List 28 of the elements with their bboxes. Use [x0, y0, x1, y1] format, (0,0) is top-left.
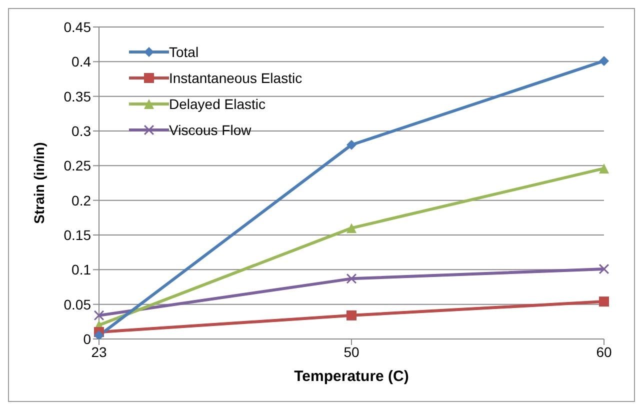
y-tick-label: 0.05	[64, 296, 92, 312]
point	[346, 274, 356, 284]
point	[346, 223, 356, 234]
y-tick-label: 0.1	[72, 262, 92, 278]
x-tick-label: 60	[596, 344, 612, 360]
legend-label: Viscous Flow	[169, 122, 252, 138]
x-tick-label: 23	[91, 344, 107, 360]
y-axis-title: Strain (in/in)	[30, 142, 47, 224]
legend-label: Instantaneous Elastic	[169, 70, 302, 86]
y-tick-label: 0.4	[72, 54, 92, 70]
y-tick-label: 0	[83, 330, 92, 347]
point	[94, 310, 104, 320]
point	[346, 310, 356, 320]
x-tick-label: 50	[344, 344, 360, 360]
legend-label: Delayed Elastic	[169, 96, 266, 112]
y-tick-label: 0.3	[72, 122, 92, 139]
y-tick-label: 0.35	[64, 88, 92, 104]
point	[599, 296, 609, 307]
y-tick-label: 0.45	[64, 18, 92, 35]
y-tick-label: 0.25	[64, 158, 92, 174]
y-tick-label: 0.15	[64, 226, 92, 243]
point	[346, 140, 356, 150]
legend-label: Total	[169, 44, 199, 60]
point	[599, 56, 609, 66]
y-tick-label: 0.2	[72, 192, 92, 208]
x-axis-title: Temperature (C)	[294, 368, 409, 385]
point	[599, 264, 609, 274]
point	[599, 163, 609, 174]
